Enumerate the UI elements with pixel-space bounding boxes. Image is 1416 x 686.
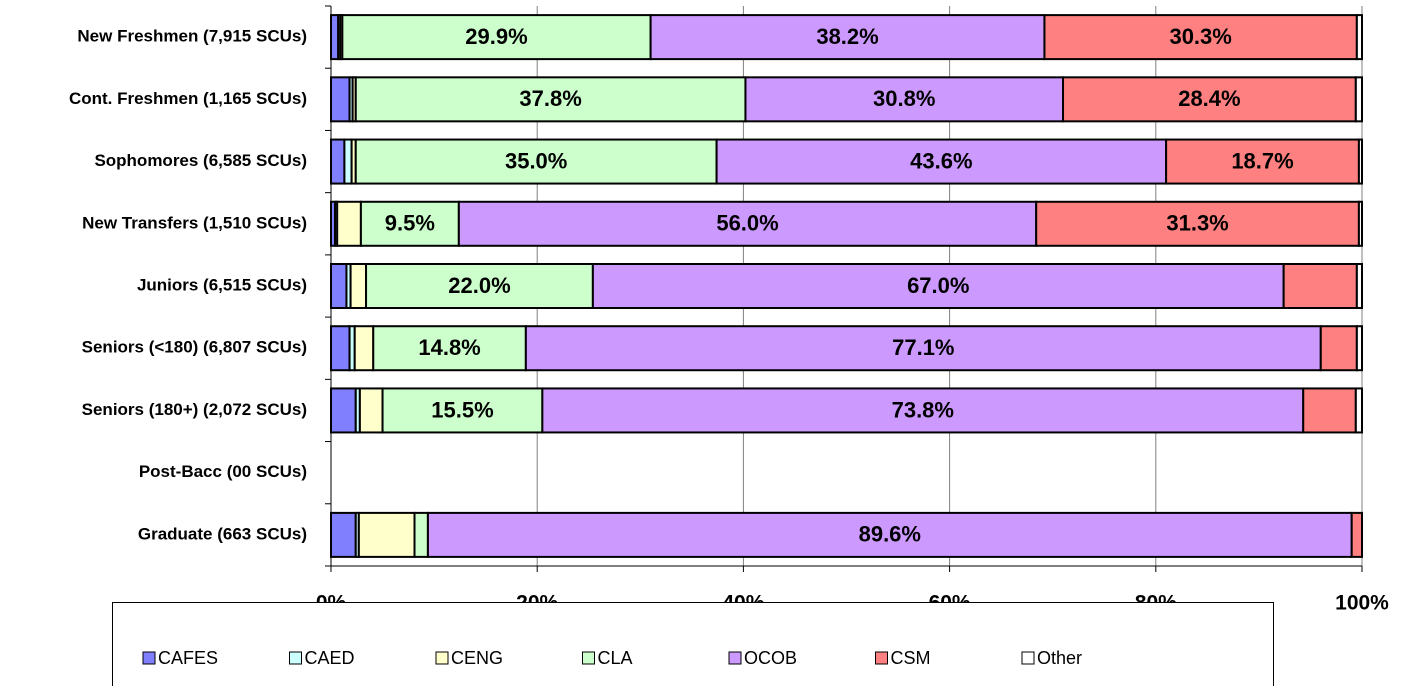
bar-segment: [358, 387, 384, 434]
bar-segment: [330, 263, 348, 309]
legend-label: CSM: [891, 648, 931, 668]
legend-swatch: [142, 651, 156, 665]
bar-segment: [744, 76, 1065, 123]
legend-swatch: [435, 651, 449, 665]
value-label: 31.3%: [1166, 211, 1228, 236]
x-tick-label: 100%: [1335, 592, 1389, 615]
value-label: 18.7%: [1231, 148, 1293, 173]
bar-segment: [330, 14, 340, 61]
legend-label: CAFES: [158, 648, 218, 668]
y-tick-label: Cont. Freshmen (1,165 SCUs): [69, 89, 307, 108]
bar-segment: [357, 511, 416, 558]
value-label: 22.0%: [448, 273, 510, 298]
legend-swatch: [728, 651, 742, 665]
legend-label: CENG: [451, 648, 503, 668]
y-tick-label: Seniors (180+) (2,072 SCUs): [82, 400, 307, 419]
bar-segment: [1282, 263, 1358, 309]
value-label: 56.0%: [716, 211, 778, 236]
bar-segment: [1354, 387, 1363, 434]
bar-segment: [413, 511, 429, 558]
bar-segment: [1355, 14, 1363, 61]
legend-label: Other: [1037, 648, 1082, 668]
y-tick-label: New Transfers (1,510 SCUs): [82, 213, 307, 232]
bar-segment: [1357, 200, 1363, 247]
bar-segment: [541, 387, 1305, 434]
bar-segment: [381, 387, 544, 434]
y-tick-label: New Freshmen (7,915 SCUs): [77, 27, 307, 46]
bar-segment: [1355, 263, 1363, 309]
bar-segment: [1035, 200, 1360, 247]
bar-segment: [341, 14, 652, 61]
legend-swatch: [875, 651, 888, 665]
bar-segment: [343, 138, 353, 185]
y-tick-label: Juniors (6,515 SCUs): [137, 275, 307, 294]
value-label: 89.6%: [859, 522, 921, 547]
value-label: 37.8%: [519, 86, 581, 111]
value-label: 9.5%: [385, 211, 435, 236]
bar-segment: [365, 263, 594, 309]
value-label: 28.4%: [1178, 86, 1240, 111]
y-tick-label: Graduate (663 SCUs): [138, 524, 307, 543]
value-label: 35.0%: [505, 148, 567, 173]
bar-segment: [330, 325, 351, 372]
bar-segment: [1302, 387, 1357, 434]
value-label: 73.8%: [892, 397, 954, 422]
bar-segment: [349, 263, 368, 309]
bar-segment: [1350, 511, 1363, 558]
bar-segment: [426, 511, 1353, 558]
y-tick-label: Post-Bacc (00 SCUs): [139, 462, 307, 481]
value-label: 15.5%: [431, 397, 493, 422]
bar-segment: [353, 325, 375, 372]
bar-segment: [330, 387, 357, 434]
value-label: 30.3%: [1169, 24, 1231, 49]
legend-swatch: [1021, 651, 1035, 665]
value-label: 67.0%: [907, 273, 969, 298]
bar-segment: [649, 14, 1046, 61]
bar-segment: [1354, 76, 1363, 123]
y-tick-label: Sophomores (6,585 SCUs): [94, 151, 307, 170]
value-label: 29.9%: [465, 24, 527, 49]
bar-segment: [524, 325, 1322, 372]
bar-segment: [1319, 325, 1358, 372]
y-tick-label: Seniors (<180) (6,807 SCUs): [82, 338, 307, 357]
bar-segment: [330, 76, 351, 123]
bar-segment: [336, 200, 362, 247]
legend-label: CAED: [305, 648, 355, 668]
bar-segment: [457, 200, 1038, 247]
bar-segment: [1355, 325, 1363, 372]
legend-label: CLA: [598, 648, 633, 668]
value-label: 30.8%: [873, 86, 935, 111]
bar-segment: [372, 325, 527, 372]
legend-swatch: [582, 651, 595, 665]
value-label: 38.2%: [816, 24, 878, 49]
bar-segment: [330, 511, 357, 558]
value-label: 14.8%: [418, 335, 480, 360]
legend-swatch: [289, 651, 302, 665]
legend-label: OCOB: [744, 648, 797, 668]
value-label: 43.6%: [910, 148, 972, 173]
bar-segment: [1357, 138, 1363, 185]
bar-segment: [715, 138, 1168, 185]
bar-segment: [359, 200, 460, 247]
value-label: 77.1%: [892, 335, 954, 360]
bar-segment: [354, 138, 718, 185]
bar-segment: [330, 138, 346, 185]
bar-segment: [354, 76, 747, 123]
legend-box: [112, 602, 1274, 686]
